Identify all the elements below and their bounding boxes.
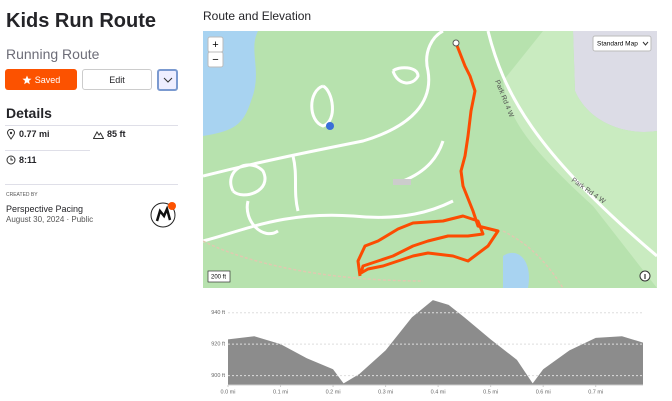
creator-name[interactable]: Perspective Pacing [6,204,84,214]
x-tick-label: 0.6 mi [536,389,551,395]
y-tick-label: 920 ft [211,342,225,348]
elevation-gain: 85 ft [107,129,126,139]
saved-label: Saved [34,74,61,85]
elevation-area [228,300,643,385]
zoom-out-button[interactable]: − [207,51,224,68]
time-icon [6,155,16,165]
x-tick-label: 0.3 mi [378,389,393,395]
info-button[interactable] [639,270,651,282]
zoom-out-label: − [212,54,218,66]
route-title: Kids Run Route [6,10,156,32]
edit-button[interactable]: Edit [82,69,152,90]
x-tick-label: 0.0 mi [221,389,236,395]
elevation-icon [93,131,104,139]
created-by-label: CREATED BY [6,192,38,198]
y-tick-label: 940 ft [211,310,225,316]
x-tick-label: 0.4 mi [431,389,446,395]
divider [5,125,178,126]
time: 8:11 [19,155,37,165]
divider [5,150,90,151]
creator-avatar[interactable] [150,201,178,229]
x-tick-label: 0.2 mi [326,389,341,395]
map-style-label: Standard Map [597,41,638,48]
zoom-in-label: + [212,39,218,51]
section-title: Route and Elevation [203,9,312,23]
map[interactable]: Park Rd 4 W Park Rd 4 W + − Standard Map… [203,31,657,288]
details-heading: Details [6,105,52,121]
distance-icon [6,129,16,140]
scale-bar: 200 ft [207,270,231,283]
divider [5,184,178,185]
edit-label: Edit [109,74,125,85]
distance: 0.77 mi [19,129,50,139]
created-date: August 30, 2024 · Public [6,215,94,224]
elevation-chart: 900 ft 920 ft 940 ft 0.0 mi 0.1 mi 0.2 mi 0.3 … [211,300,643,395]
zoom-in-button[interactable]: + [207,36,224,53]
star-icon [22,75,32,84]
x-tick-label: 0.1 mi [273,389,288,395]
chevron-icon [163,77,172,83]
route-type: Running Route [6,46,100,62]
x-tick-label: 0.7 mi [588,389,603,395]
more-button[interactable] [157,69,178,91]
map-style-select[interactable]: Standard Map [592,35,652,52]
y-tick-label: 900 ft [211,373,225,379]
scale-label: 200 ft [211,275,226,281]
saved-button[interactable]: Saved [5,69,77,90]
x-tick-label: 0.5 mi [483,389,498,395]
